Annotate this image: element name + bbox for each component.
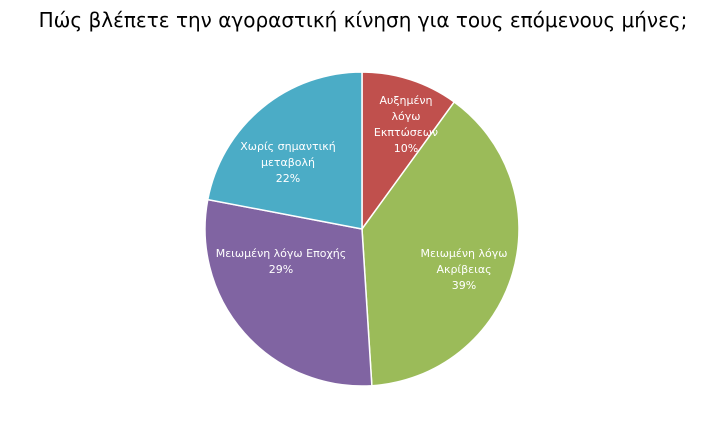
- slice-percent-label: 10%: [394, 142, 418, 155]
- pie-slice-1: [361, 100, 520, 387]
- slice-category-label: μεταβολή: [261, 156, 315, 169]
- slice-category-label: Μειωμένη λόγω: [421, 247, 508, 260]
- slice-category-label: λόγω: [392, 110, 421, 123]
- slice-percent-label: 29%: [269, 263, 293, 276]
- slice-label-2: Μειωμένη λόγω Εποχής 29%: [216, 247, 346, 276]
- pie-slice-0: [361, 71, 456, 232]
- slice-category-label: Αυξημένη: [379, 94, 432, 107]
- slice-category-label: Μειωμένη λόγω Εποχής: [216, 247, 346, 260]
- slice-category-label: Ακρίβειας: [436, 263, 491, 276]
- slice-percent-label: 22%: [276, 172, 300, 185]
- slice-category-label: Εκπτώσεων: [374, 126, 438, 139]
- pie-slice-3: [206, 71, 363, 230]
- pie-slice-2: [204, 198, 373, 387]
- slice-label-0: Αυξημένη λόγω Εκπτώσεων 10%: [374, 94, 438, 155]
- chart-title: Πώς βλέπετε την αγοραστική κίνηση για το…: [38, 8, 688, 32]
- slice-label-1: Μειωμένη λόγω Ακρίβειας 39%: [421, 247, 508, 292]
- slice-percent-label: 39%: [452, 279, 476, 292]
- slice-category-label: Χωρίς σημαντική: [240, 140, 336, 153]
- slice-label-3: Χωρίς σημαντική μεταβολή 22%: [240, 140, 336, 185]
